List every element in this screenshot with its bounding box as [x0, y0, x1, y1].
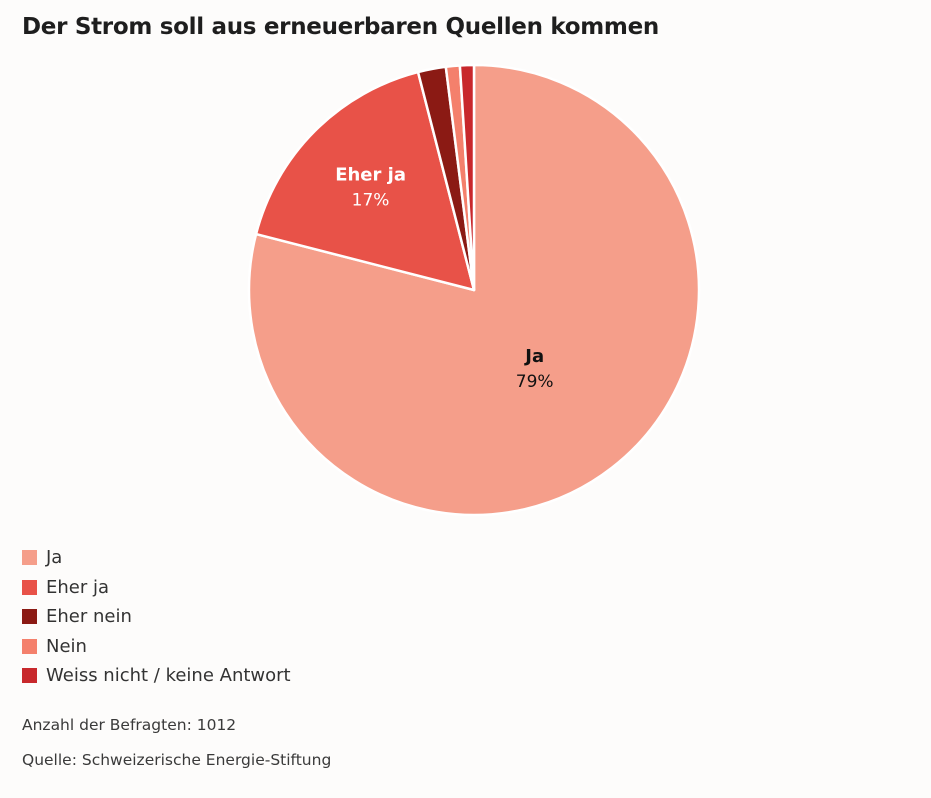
- legend-label-weiss-nicht: Weiss nicht / keine Antwort: [46, 665, 291, 687]
- legend-item-eher-ja[interactable]: Eher ja: [22, 573, 291, 603]
- data-label-eher-ja-name: Eher ja: [335, 165, 406, 186]
- legend-swatch-eher-nein: [22, 609, 37, 625]
- legend-item-weiss-nicht[interactable]: Weiss nicht / keine Antwort: [22, 661, 291, 691]
- source-note: Quelle: Schweizerische Energie-Stiftung: [22, 751, 332, 769]
- legend-swatch-eher-ja: [22, 579, 37, 595]
- legend-item-ja[interactable]: Ja: [22, 543, 291, 573]
- legend-item-eher-nein[interactable]: Eher nein: [22, 602, 291, 632]
- legend-swatch-weiss-nicht: [22, 668, 37, 684]
- legend-label-nein: Nein: [46, 635, 87, 657]
- legend: Ja Eher ja Eher nein Nein Weiss nicht / …: [22, 543, 291, 691]
- legend-label-eher-ja: Eher ja: [46, 576, 110, 598]
- respondents-note: Anzahl der Befragten: 1012: [22, 716, 237, 734]
- data-label-eher-ja-value: 17%: [352, 191, 390, 211]
- data-label-ja-value: 79%: [516, 372, 554, 392]
- pie-slices: [247, 63, 701, 517]
- pie-slice-weiss-nicht-keine-antwort[interactable]: [458, 63, 476, 292]
- legend-swatch-nein: [22, 638, 37, 654]
- chart-title: Der Strom soll aus erneuerbaren Quellen …: [22, 14, 659, 40]
- legend-label-eher-nein: Eher nein: [46, 606, 132, 628]
- pie-labels: Ja 79% Eher ja 17%: [335, 165, 553, 393]
- pie-slice-eher-ja[interactable]: [254, 70, 476, 292]
- legend-item-nein[interactable]: Nein: [22, 632, 291, 662]
- legend-swatch-ja: [22, 550, 37, 566]
- data-label-ja-name: Ja: [523, 346, 544, 367]
- pie-chart: Ja 79% Eher ja 17%: [247, 63, 701, 517]
- legend-label-ja: Ja: [46, 547, 63, 569]
